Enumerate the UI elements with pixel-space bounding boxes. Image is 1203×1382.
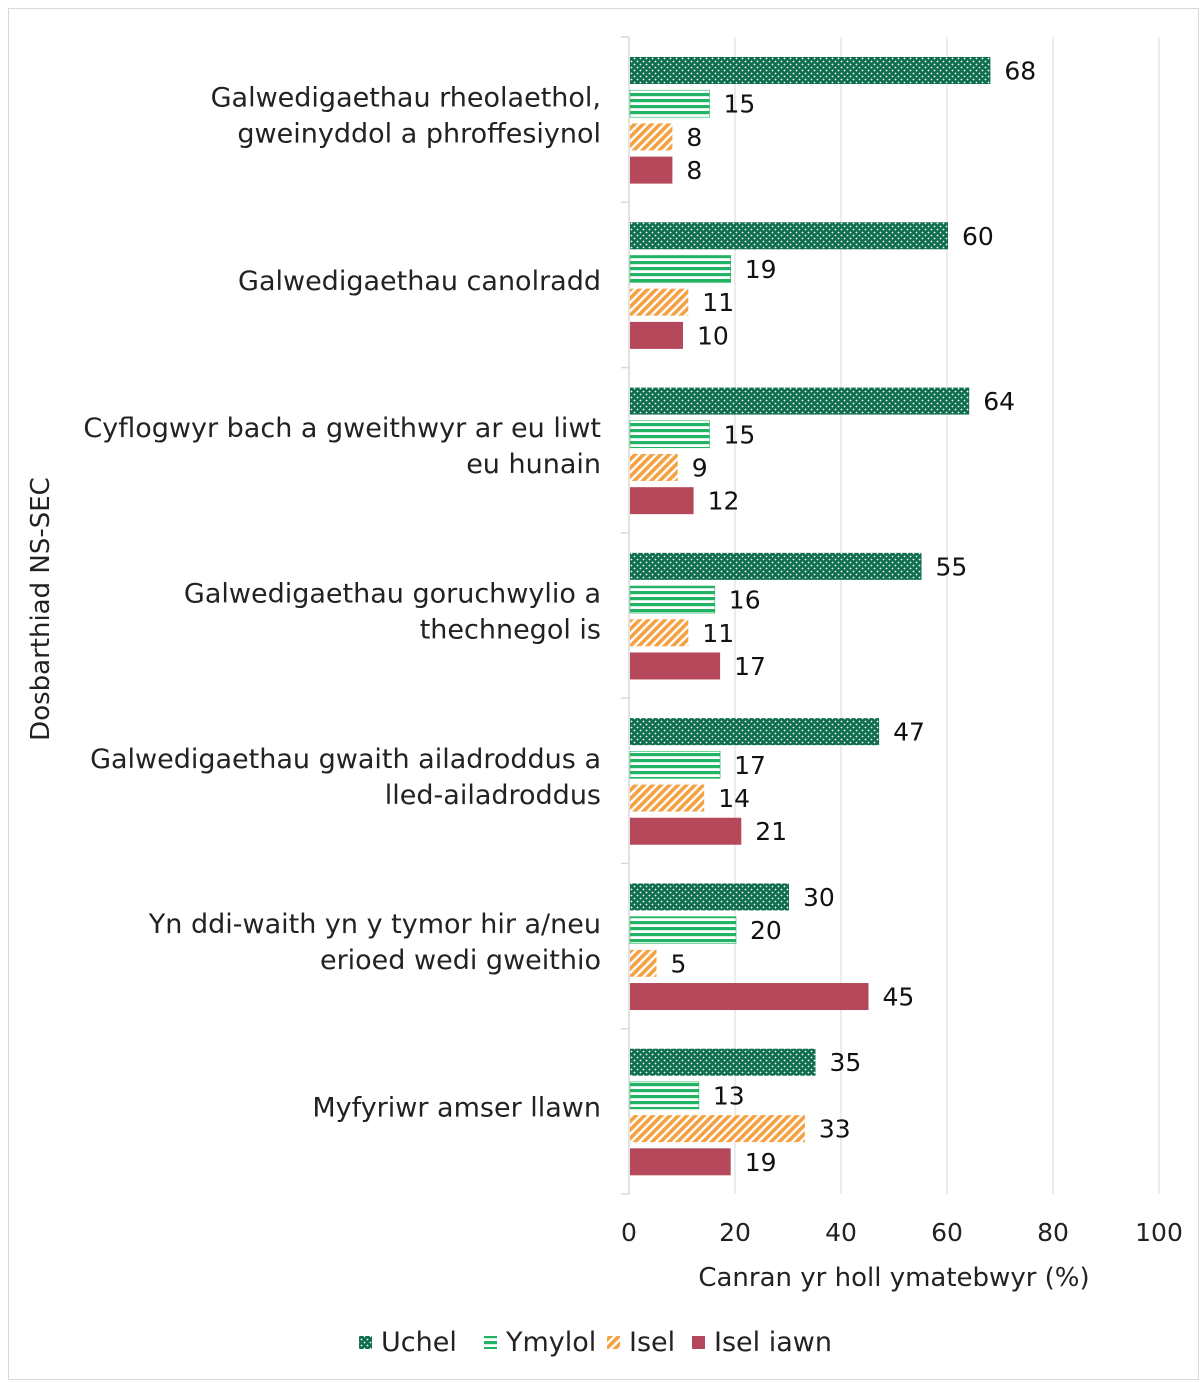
bar-isel-iawn bbox=[630, 652, 721, 680]
bar-uchel bbox=[630, 57, 991, 84]
bar-isel-iawn bbox=[630, 817, 742, 845]
bar-uchel bbox=[630, 552, 922, 580]
bar-ymylol bbox=[629, 89, 710, 118]
bar-ymylol bbox=[629, 1081, 700, 1110]
data-label: 20 bbox=[750, 916, 782, 945]
legend-label: Ymylol bbox=[505, 1327, 596, 1358]
bar-isel bbox=[630, 288, 689, 316]
legend-label: Isel bbox=[629, 1327, 675, 1358]
data-label: 47 bbox=[893, 718, 925, 747]
data-label: 14 bbox=[718, 784, 750, 813]
bar-uchel bbox=[630, 222, 948, 250]
legend-swatch bbox=[359, 1336, 372, 1349]
x-tick-label: 80 bbox=[1037, 1218, 1069, 1247]
bar-uchel bbox=[630, 1048, 816, 1076]
x-tick-label: 0 bbox=[621, 1218, 637, 1247]
x-tick-label: 100 bbox=[1135, 1218, 1183, 1247]
legend: Uchel Ymylol Isel Isel iawn bbox=[359, 1327, 832, 1358]
bar-isel bbox=[630, 1115, 805, 1143]
bar-isel-iawn bbox=[630, 1148, 731, 1176]
bar-isel bbox=[630, 619, 689, 647]
data-labels: 6815886019111064159125516111747171421302… bbox=[671, 57, 1037, 1177]
category-label: Galwedigaethau rheolaethol, gweinyddol a … bbox=[211, 83, 601, 150]
data-label: 33 bbox=[819, 1115, 851, 1144]
bar-uchel bbox=[630, 883, 789, 911]
bar-isel-iawn bbox=[630, 156, 673, 184]
data-label: 10 bbox=[697, 321, 729, 350]
legend-item-ymylol: Ymylol bbox=[484, 1327, 596, 1358]
data-label: 17 bbox=[734, 652, 766, 681]
bar-ymylol bbox=[629, 585, 716, 614]
data-label: 60 bbox=[962, 222, 994, 251]
data-label: 15 bbox=[724, 420, 756, 449]
legend-swatch bbox=[607, 1336, 620, 1349]
y-axis-title: Dosbarthiad NS-SEC bbox=[26, 477, 56, 741]
axes: 0 20 40 60 80 100 bbox=[621, 36, 1183, 1247]
category-label: Galwedigaethau gwaith ailadroddus a lled-… bbox=[90, 744, 601, 811]
data-label: 55 bbox=[936, 552, 968, 581]
bar-isel-iawn bbox=[630, 983, 869, 1011]
bar-ymylol bbox=[629, 255, 731, 283]
bars bbox=[629, 57, 991, 1176]
category-labels: Galwedigaethau rheolaethol, gweinyddol a … bbox=[83, 83, 601, 1124]
gridlines bbox=[734, 37, 1160, 1194]
x-tick-label: 40 bbox=[825, 1218, 857, 1247]
bar-uchel bbox=[630, 718, 880, 746]
data-label: 11 bbox=[702, 288, 734, 317]
data-label: 16 bbox=[729, 586, 761, 615]
data-label: 68 bbox=[1004, 57, 1036, 86]
bar-ymylol bbox=[629, 420, 710, 449]
category-label: Cyflogwyr bach a gweithwyr ar eu liwt eu … bbox=[83, 413, 601, 480]
legend-swatch bbox=[692, 1336, 705, 1349]
legend-swatch bbox=[484, 1336, 497, 1349]
data-label: 9 bbox=[692, 453, 708, 482]
category-label: Myfyriwr amser llawn bbox=[312, 1092, 601, 1123]
data-label: 17 bbox=[734, 751, 766, 780]
bar-isel bbox=[630, 784, 705, 812]
data-label: 30 bbox=[803, 883, 835, 912]
bar-ymylol bbox=[629, 751, 721, 779]
bar-ymylol bbox=[629, 916, 737, 944]
data-label: 13 bbox=[713, 1081, 745, 1110]
x-tick-label: 60 bbox=[931, 1218, 963, 1247]
data-label: 8 bbox=[686, 123, 702, 152]
data-label: 15 bbox=[724, 90, 756, 119]
chart-svg: 0 20 40 60 80 100 68 15 8 8 60 19 11 10 64 15 912 55 16 11… bbox=[26, 36, 1183, 1358]
data-label: 8 bbox=[686, 156, 702, 185]
bar-isel bbox=[630, 949, 657, 977]
x-tick-label: 20 bbox=[719, 1218, 751, 1247]
bar-uchel bbox=[630, 387, 970, 415]
data-label: 19 bbox=[745, 1148, 777, 1177]
bar-isel-iawn bbox=[630, 321, 683, 349]
data-label: 19 bbox=[745, 255, 777, 284]
legend-label: Isel iawn bbox=[714, 1327, 832, 1358]
legend-item-isel: Isel bbox=[607, 1327, 675, 1358]
chart-frame: 0 20 40 60 80 100 68 15 8 8 60 19 11 10 64 15 9 12 55 16 11… bbox=[8, 8, 1199, 1380]
category-label: Galwedigaethau goruchwylio a thechnegol i… bbox=[184, 579, 601, 646]
data-label: 11 bbox=[702, 619, 734, 648]
data-label: 64 bbox=[983, 387, 1015, 416]
bar-isel-iawn bbox=[630, 487, 694, 515]
x-axis-title: Canran yr holl ymatebwyr (%) bbox=[698, 1263, 1089, 1293]
bar-isel bbox=[630, 453, 678, 481]
data-label: 5 bbox=[671, 949, 687, 978]
legend-item-isel-iawn: Isel iawn bbox=[692, 1327, 832, 1358]
bar-isel bbox=[630, 123, 673, 151]
category-label: Galwedigaethau canolradd bbox=[238, 266, 601, 297]
data-label: 12 bbox=[708, 487, 740, 516]
data-label: 35 bbox=[830, 1048, 862, 1077]
data-label: 21 bbox=[755, 817, 787, 846]
category-label: Yn ddi-waith yn y tymor hir a/neu erioed … bbox=[148, 909, 601, 976]
legend-item-uchel: Uchel bbox=[359, 1327, 457, 1358]
legend-label: Uchel bbox=[381, 1327, 457, 1358]
data-label: 45 bbox=[883, 983, 915, 1012]
